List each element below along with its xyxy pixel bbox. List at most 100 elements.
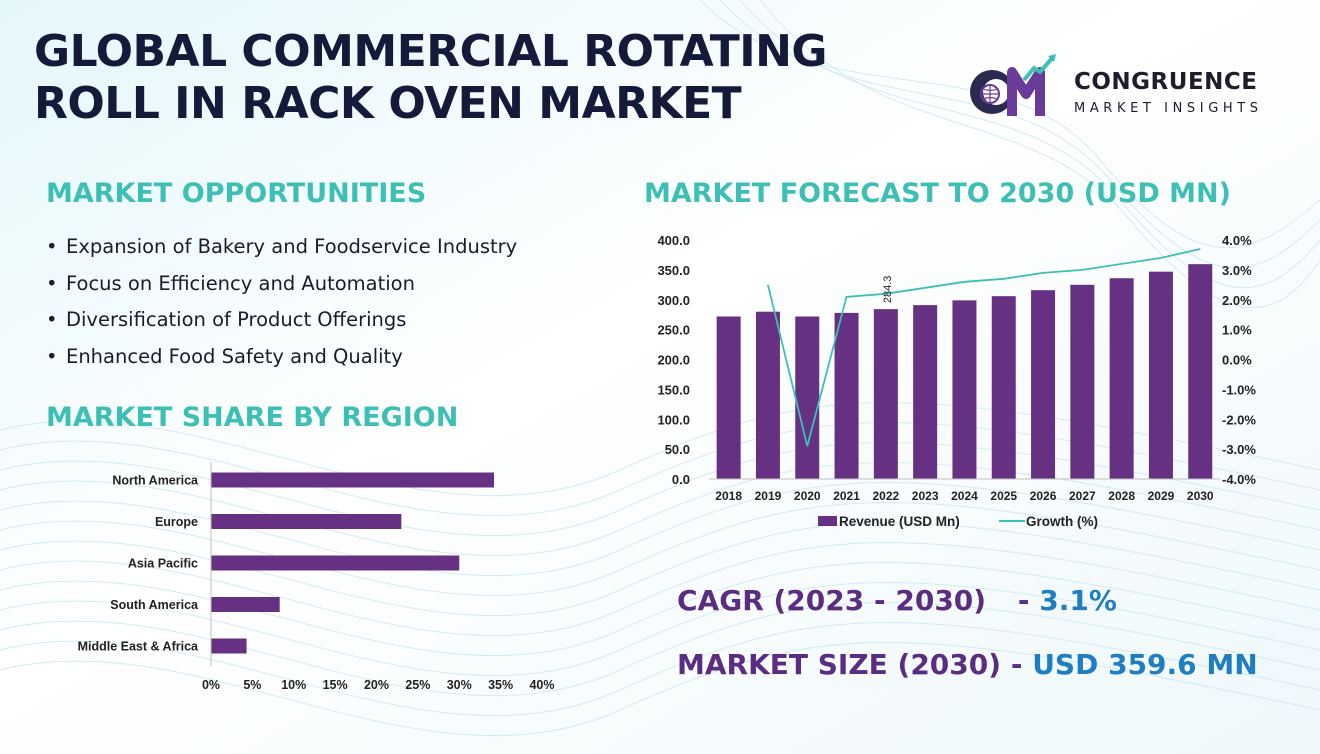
forecast-x-tick-label: 2024 (951, 489, 978, 503)
region-bar (211, 514, 402, 529)
forecast-left-tick-label: 0.0 (672, 472, 690, 487)
page-title-line-2: ROLL IN RACK OVEN MARKET (34, 78, 742, 129)
region-x-tick-label: 10% (281, 678, 306, 692)
forecast-revenue-bar (795, 316, 820, 479)
page-title: GLOBAL COMMERCIAL ROTATING ROLL IN RACK … (34, 26, 828, 130)
list-item: • Expansion of Bakery and Foodservice Ind… (46, 232, 517, 269)
forecast-revenue-bar (952, 300, 977, 479)
forecast-x-tick-label: 2018 (715, 489, 742, 503)
list-item: • Focus on Efficiency and Automation (46, 269, 517, 306)
region-category-label: Europe (155, 515, 198, 529)
forecast-right-tick-label: -1.0% (1222, 382, 1256, 397)
market-size-value: USD 359.6 MN (1032, 648, 1258, 681)
forecast-x-tick-label: 2028 (1108, 489, 1135, 503)
cagr-dash: - (1017, 584, 1030, 617)
region-heading: MARKET SHARE BY REGION (46, 402, 459, 433)
forecast-revenue-bar (1148, 271, 1173, 479)
forecast-heading: MARKET FORECAST TO 2030 (USD MN) (644, 178, 1231, 209)
forecast-right-tick-label: -4.0% (1222, 472, 1256, 487)
forecast-right-tick-label: 2.0% (1222, 293, 1252, 308)
region-bar (211, 638, 247, 654)
forecast-revenue-bar (1188, 264, 1213, 479)
list-item: • Enhanced Food Safety and Quality (46, 342, 517, 379)
region-x-tick-label: 0% (202, 678, 220, 692)
forecast-left-tick-label: 300.0 (657, 293, 690, 308)
forecast-left-tick-label: 100.0 (657, 412, 690, 427)
forecast-left-tick-label: 200.0 (657, 353, 690, 368)
region-share-chart: North America Europe Asia Pacific South Ame… (78, 462, 555, 692)
cagr-label: CAGR (2023 - 2030) (677, 584, 987, 617)
region-x-tick-label: 30% (447, 678, 472, 692)
forecast-chart: 0.0 50.0 100.0 150.0 200.0 250.0 300.0 350.0 400… (657, 233, 1256, 529)
region-x-tick-label: 35% (488, 678, 513, 692)
forecast-x-tick-label: 2023 (912, 489, 939, 503)
region-category-label: Middle East & Africa (78, 640, 199, 654)
region-x-tick-label: 15% (323, 678, 348, 692)
list-item: • Diversification of Product Offerings (46, 305, 517, 342)
bullet-icon: • (46, 308, 58, 331)
logo-subtitle: MARKET INSIGHTS (1074, 101, 1263, 116)
region-bar (211, 555, 460, 571)
legend-revenue-label: Revenue (USD Mn) (839, 514, 960, 529)
forecast-revenue-bar (873, 309, 898, 479)
forecast-x-tick-label: 2027 (1069, 489, 1096, 503)
logo-name: CONGRUENCE (1074, 69, 1258, 95)
market-size-stat: MARKET SIZE (2030) - USD 359.6 MN (677, 648, 1258, 681)
region-x-tick-label: 25% (405, 678, 430, 692)
forecast-right-tick-label: 4.0% (1222, 233, 1252, 248)
region-bar (211, 472, 495, 488)
forecast-revenue-bar (716, 316, 741, 479)
forecast-revenue-bar (913, 305, 938, 479)
bullet-icon: • (46, 235, 58, 258)
forecast-left-tick-label: 50.0 (665, 442, 690, 457)
forecast-right-tick-label: 0.0% (1222, 353, 1252, 368)
forecast-revenue-bar (834, 312, 859, 479)
forecast-x-tick-label: 2022 (872, 489, 899, 503)
forecast-revenue-bar (1031, 290, 1056, 479)
forecast-revenue-bar (1109, 278, 1134, 479)
forecast-x-tick-label: 2021 (833, 489, 860, 503)
region-x-tick-label: 40% (529, 678, 554, 692)
forecast-right-tick-label: 3.0% (1222, 263, 1252, 278)
forecast-revenue-bar (755, 311, 780, 479)
region-bar (211, 597, 280, 612)
forecast-right-tick-label: -3.0% (1222, 442, 1256, 457)
cagr-stat: CAGR (2023 - 2030) - 3.1% (677, 584, 1117, 617)
forecast-x-tick-label: 2029 (1148, 489, 1175, 503)
forecast-revenue-bar (991, 296, 1016, 479)
opportunity-text: Focus on Efficiency and Automation (66, 271, 415, 295)
forecast-revenue-bar (1070, 284, 1095, 479)
market-size-label: MARKET SIZE (2030) (677, 648, 1002, 681)
opportunity-text: Diversification of Product Offerings (66, 308, 407, 331)
bullet-icon: • (46, 271, 58, 295)
logo-m-shape (1007, 67, 1045, 116)
opportunities-heading: MARKET OPPORTUNITIES (46, 178, 427, 209)
forecast-x-tick-label: 2030 (1187, 489, 1214, 503)
congruence-logo-mark (970, 54, 1056, 116)
forecast-growth-line (767, 248, 1201, 447)
forecast-x-tick-label: 2026 (1030, 489, 1057, 503)
bullet-icon: • (46, 344, 58, 368)
legend-growth-label: Growth (%) (1026, 514, 1098, 529)
forecast-x-tick-label: 2020 (794, 489, 821, 503)
region-x-tick-label: 20% (364, 678, 389, 692)
cagr-value: 3.1% (1039, 584, 1117, 617)
forecast-right-tick-label: 1.0% (1222, 323, 1252, 338)
region-category-label: Asia Pacific (128, 557, 198, 571)
legend-revenue-swatch (818, 516, 837, 526)
forecast-left-tick-label: 150.0 (657, 382, 690, 397)
forecast-left-tick-label: 350.0 (657, 263, 690, 278)
forecast-data-label: 284.3 (882, 276, 894, 304)
region-category-label: North America (112, 474, 199, 488)
forecast-left-tick-label: 250.0 (657, 323, 690, 338)
page-title-line-1: GLOBAL COMMERCIAL ROTATING (34, 26, 828, 77)
opportunities-list: • Expansion of Bakery and Foodservice Ind… (46, 232, 517, 378)
opportunity-text: Enhanced Food Safety and Quality (66, 344, 403, 368)
forecast-x-tick-label: 2025 (990, 489, 1017, 503)
opportunity-text: Expansion of Bakery and Foodservice Indu… (66, 235, 518, 258)
forecast-left-tick-label: 400.0 (657, 233, 690, 248)
forecast-x-tick-label: 2019 (755, 489, 782, 503)
market-size-dash: - (1010, 648, 1023, 681)
trend-arrow-icon (1022, 54, 1056, 82)
